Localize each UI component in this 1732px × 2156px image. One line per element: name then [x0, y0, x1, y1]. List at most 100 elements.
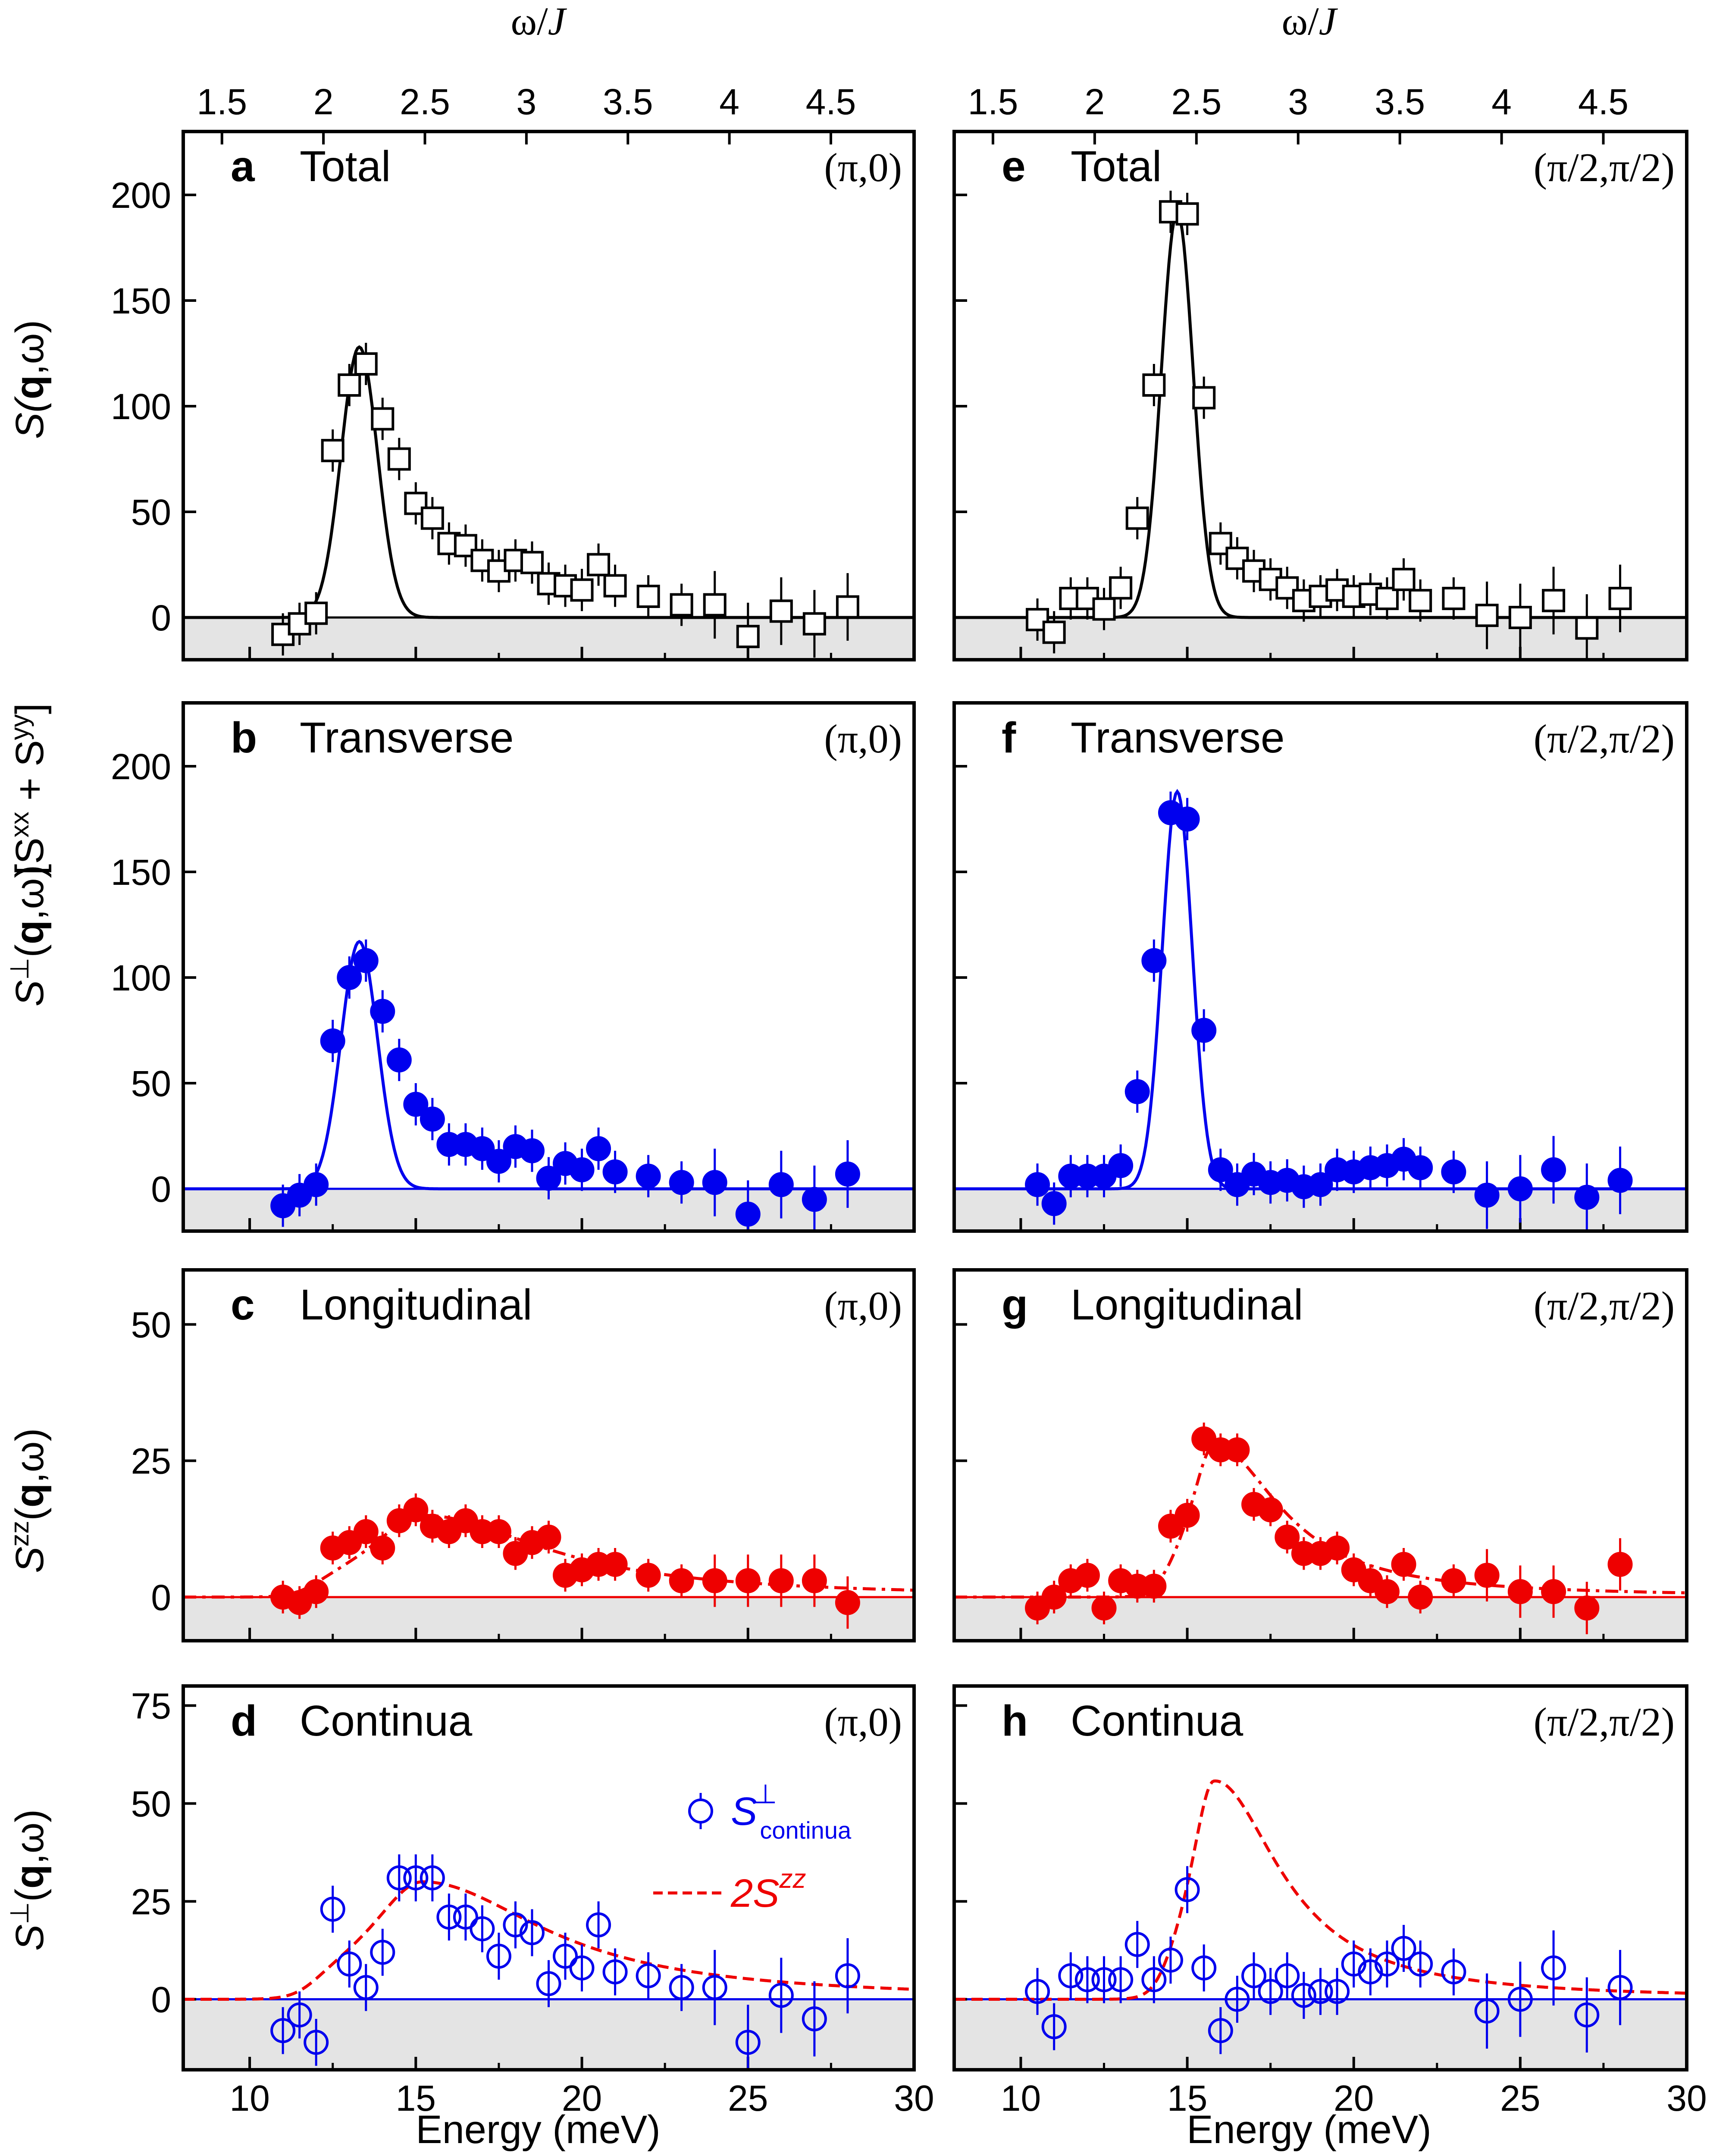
- panel-b: 0 50 100 150 200 b Transverse (π,0): [111, 701, 916, 1233]
- panel-title: Total: [1071, 142, 1162, 191]
- panel-letter: h: [1002, 1697, 1028, 1745]
- q-label: (π/2,π/2): [1534, 1700, 1675, 1745]
- panel-h: 10 15 20 25 30 h Continua (π/2,π/2): [952, 1684, 1707, 2118]
- y-tick-label: 0: [151, 1980, 171, 2020]
- data-point: [1341, 1951, 1366, 1977]
- x-top-tick-label: 4: [1491, 81, 1512, 122]
- data-point: [1041, 1584, 1067, 1610]
- panel-title: Transverse: [1071, 714, 1284, 762]
- panel-title: Longitudinal: [300, 1281, 532, 1329]
- data-point: [370, 1536, 395, 1561]
- data-point: [602, 1159, 628, 1185]
- data-point: [403, 1497, 429, 1523]
- data-point: [802, 2006, 827, 2031]
- data-point: [702, 1568, 727, 1593]
- data-point: [1091, 1595, 1117, 1621]
- y-tick-label: 25: [131, 1881, 171, 1922]
- data-point: [1325, 1979, 1350, 2004]
- data-point: [536, 1971, 561, 1996]
- data-point: [1608, 586, 1632, 610]
- data-point: [519, 1920, 545, 1946]
- data-point: [835, 1590, 860, 1615]
- negative-region-shade: [954, 1597, 1687, 1641]
- panel-frame: [182, 1684, 916, 2071]
- panel-g: g Longitudinal (π/2,π/2): [952, 1268, 1688, 1642]
- data-point: [338, 373, 361, 397]
- data-point: [802, 1568, 827, 1593]
- data-point: [1042, 620, 1066, 644]
- data-point: [1175, 1877, 1200, 1902]
- data-point: [1275, 1963, 1300, 1989]
- data-point: [669, 1568, 694, 1593]
- data-point: [1474, 1998, 1500, 2024]
- data-point: [569, 1157, 595, 1182]
- x-top-tick-label: 2: [1085, 81, 1105, 122]
- panel-e: 1.5 2 2.5 3 3.5 4 4.5 e Total (π/2,π/2): [952, 81, 1688, 661]
- data-point: [387, 447, 411, 471]
- data-point: [486, 1149, 511, 1174]
- data-point: [1258, 1497, 1283, 1523]
- y-tick-label: 150: [111, 281, 171, 321]
- data-point: [470, 1916, 495, 1942]
- bottom-axis-label-right: Energy (meV): [1187, 2108, 1431, 2152]
- panel-frame: [952, 130, 1688, 661]
- fit-curve: [954, 789, 1687, 1191]
- data-point: [735, 1201, 761, 1227]
- top-axis-label-left: ω/J: [511, 0, 567, 43]
- panel-title: Total: [300, 142, 391, 191]
- data-point: [1191, 1955, 1217, 1981]
- q-label: (π,0): [824, 717, 902, 761]
- data-point: [768, 1172, 794, 1197]
- y-tick-label: 100: [111, 958, 171, 998]
- data-point: [353, 1975, 379, 2000]
- data-point: [1125, 506, 1149, 530]
- x-tick-label: 20: [1334, 2078, 1374, 2118]
- data-point: [1441, 1568, 1466, 1593]
- y-tick-label: 50: [131, 1304, 171, 1345]
- data-point: [1392, 567, 1416, 591]
- data-point: [1225, 1437, 1250, 1463]
- data-point: [353, 948, 379, 973]
- x-tick-label: 25: [728, 2078, 768, 2118]
- data-point: [304, 2030, 329, 2055]
- q-label: (π,0): [824, 1700, 902, 1745]
- data-point: [1158, 1947, 1183, 1973]
- data-point: [1041, 1191, 1067, 1216]
- data-point: [1508, 606, 1532, 629]
- ylabel-d: S⊥(q,ω): [5, 1809, 52, 1951]
- x-tick-label: 10: [1001, 2078, 1041, 2118]
- panel-frame: [952, 1684, 1688, 2071]
- panel-letter: g: [1002, 1281, 1028, 1329]
- data-point: [636, 1163, 661, 1189]
- data-point: [835, 1161, 860, 1187]
- data-point: [1091, 1967, 1117, 1993]
- data-point: [1025, 1979, 1050, 2004]
- panel-title: Continua: [300, 1697, 473, 1745]
- data-point: [1092, 597, 1116, 621]
- data-point: [304, 602, 328, 625]
- y-tick-label: 0: [151, 1577, 171, 1618]
- data-point: [520, 551, 544, 574]
- data-point: [1507, 1176, 1533, 1201]
- data-point: [1607, 1975, 1633, 2000]
- negative-region-shade: [183, 1999, 914, 2070]
- data-point: [1208, 1157, 1233, 1182]
- data-point: [835, 1963, 860, 1989]
- y-tick-label: 200: [111, 746, 171, 787]
- x-top-tick-label: 4: [719, 81, 739, 122]
- data-point: [1574, 2002, 1600, 2028]
- data-point: [553, 1943, 578, 1969]
- data-point: [337, 1951, 362, 1977]
- panel-letter: e: [1002, 142, 1026, 191]
- data-point: [1374, 1951, 1400, 1977]
- x-top-tick-label: 3: [1288, 81, 1308, 122]
- data-point: [1474, 1563, 1500, 1588]
- ylabel-a: S(q,ω): [8, 320, 52, 439]
- data-point: [1141, 948, 1167, 973]
- data-point: [370, 1940, 395, 1965]
- q-label: (π/2,π/2): [1534, 717, 1675, 761]
- fit-curve: [954, 1779, 1687, 2001]
- data-point: [1408, 1155, 1433, 1180]
- top-axis-label-right: ω/J: [1282, 0, 1338, 43]
- data-point: [321, 439, 345, 462]
